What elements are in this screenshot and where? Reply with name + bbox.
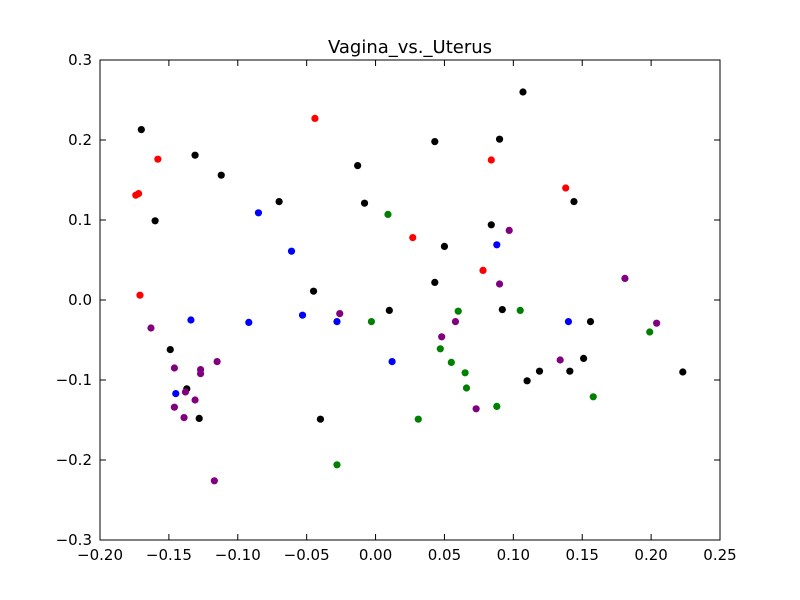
data-point [333, 461, 341, 469]
y-tick-label: −0.3 [56, 531, 92, 549]
data-point [523, 377, 531, 385]
data-point [311, 114, 319, 122]
data-point [440, 242, 449, 250]
data-point [495, 135, 504, 143]
data-point [254, 209, 263, 217]
data-point [213, 358, 221, 366]
x-tick-label: −0.20 [77, 546, 123, 564]
data-point [493, 241, 501, 249]
data-point [287, 247, 296, 255]
data-point [191, 396, 199, 404]
data-point [384, 210, 392, 218]
ticks-layer: −0.20 −0.15 −0.10 −0.05 0.00 0.05 0.10 0.15 0.20… [56, 51, 737, 564]
data-point [151, 217, 159, 225]
x-tick-label: 0.10 [497, 546, 530, 564]
data-point [462, 384, 471, 392]
x-tick-label: 0.05 [428, 546, 461, 564]
data-point [431, 278, 439, 286]
data-point [570, 198, 578, 206]
data-point [245, 318, 253, 326]
plot-frame [99, 59, 721, 541]
y-tick-label: 0.0 [68, 291, 92, 309]
data-point [181, 388, 190, 396]
data-point [505, 226, 513, 234]
data-point [316, 415, 325, 423]
data-point [388, 358, 396, 366]
data-point [653, 319, 661, 327]
data-point [495, 280, 504, 288]
data-point [385, 306, 393, 314]
chart-title: Vagina_vs._Uterus [328, 37, 492, 58]
data-point [191, 151, 199, 159]
data-point [217, 171, 225, 179]
data-point [134, 190, 143, 198]
data-point [454, 307, 462, 315]
data-point [170, 364, 178, 372]
data-point [298, 311, 307, 319]
x-tick-label: 0.15 [566, 546, 599, 564]
data-point [309, 287, 318, 295]
data-point [147, 324, 155, 332]
data-point [360, 199, 369, 207]
data-point [566, 367, 574, 375]
data-point [367, 318, 376, 326]
data-point [137, 126, 145, 134]
data-point [564, 318, 573, 326]
data-point [154, 155, 162, 163]
data-point [556, 356, 564, 364]
x-tick-label: −0.15 [146, 546, 192, 564]
x-tick-label: 0.00 [359, 546, 392, 564]
x-tick-label: 0.25 [703, 546, 736, 564]
data-point [562, 184, 570, 192]
x-tick-label: −0.05 [284, 546, 330, 564]
data-point [196, 370, 205, 378]
data-point [210, 477, 218, 485]
data-point [461, 369, 469, 377]
data-point [679, 368, 687, 376]
x-tick-label: −0.10 [215, 546, 261, 564]
data-point [487, 221, 495, 229]
points-layer [132, 88, 687, 485]
data-point [172, 390, 180, 398]
data-point [586, 318, 595, 326]
data-point [487, 156, 495, 164]
data-point [275, 198, 283, 206]
data-point [498, 306, 506, 314]
data-point [516, 306, 524, 314]
y-tick-label: 0.2 [68, 131, 92, 149]
x-tick-label: 0.20 [634, 546, 667, 564]
data-point [519, 88, 527, 96]
data-point [431, 138, 439, 146]
data-point [336, 310, 344, 318]
data-point [414, 415, 422, 423]
data-point [436, 345, 444, 353]
data-point [493, 402, 501, 410]
data-point [479, 266, 487, 274]
data-point [447, 358, 455, 366]
y-tick-label: 0.1 [68, 211, 92, 229]
data-point [136, 291, 144, 299]
y-tick-label: 0.3 [68, 51, 92, 69]
data-point [166, 346, 174, 354]
data-point [472, 405, 480, 413]
data-point [438, 333, 446, 341]
data-point [409, 234, 417, 242]
data-point [535, 367, 544, 375]
data-point [333, 318, 341, 326]
data-point [621, 274, 629, 282]
data-point [646, 328, 654, 336]
data-point [170, 403, 178, 411]
data-point [451, 318, 460, 326]
data-point [580, 354, 588, 362]
data-point [187, 316, 195, 324]
y-tick-label: −0.2 [56, 451, 92, 469]
data-point [589, 393, 597, 401]
data-point [180, 414, 188, 422]
data-point [354, 162, 362, 170]
data-point [195, 414, 203, 422]
y-tick-label: −0.1 [56, 371, 92, 389]
